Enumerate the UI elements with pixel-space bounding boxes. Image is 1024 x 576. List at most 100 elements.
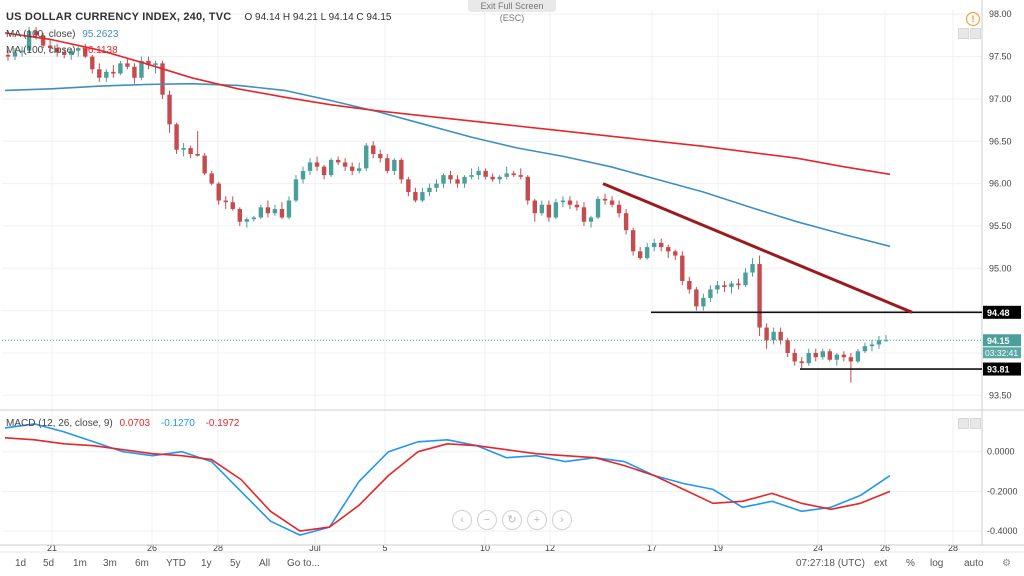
time-axis-label-3: Jul: [309, 543, 321, 553]
macd-pane-down-icon[interactable]: [970, 418, 981, 429]
downtrend-line: [602, 182, 913, 314]
candle-body: [300, 170, 306, 180]
timeframe-5y[interactable]: 5y: [230, 558, 241, 569]
candle-body: [335, 159, 341, 163]
candle-body: [666, 247, 671, 252]
exit-fullscreen-button[interactable]: Exit Full Screen (ESC): [468, 0, 556, 23]
utc-clock[interactable]: 07:27:18 (UTC): [796, 558, 865, 569]
candle-body: [118, 63, 123, 74]
auto-toggle[interactable]: auto: [964, 558, 984, 569]
candle-body: [40, 35, 46, 46]
scroll-left-icon[interactable]: ‹: [452, 510, 472, 530]
candle-body: [623, 213, 629, 231]
legend-macd-name: MACD (12, 26, close, 9): [6, 418, 113, 429]
time-axis-label-10: 26: [880, 543, 890, 553]
level-low-label: 93.81: [987, 365, 1010, 375]
candle-body: [637, 251, 643, 259]
log-toggle[interactable]: log: [930, 558, 944, 569]
candle-body: [511, 173, 516, 176]
macd-pane-up-icon[interactable]: [958, 418, 969, 429]
candle-body: [146, 60, 151, 66]
reset-chart-icon[interactable]: ↻: [502, 510, 522, 530]
ma-red-line: [4, 32, 891, 176]
price-axis-label-6: 95.00: [989, 263, 1012, 273]
candle-body: [673, 251, 678, 256]
countdown-label: 03:32:41: [985, 348, 1018, 358]
candle-body: [588, 217, 594, 222]
candle-body: [132, 66, 137, 78]
candle-body: [504, 173, 509, 177]
candle-body: [764, 327, 769, 341]
candle-body: [188, 148, 193, 154]
candle-body: [862, 346, 868, 352]
legend-macd-hist: 0.0703: [119, 418, 151, 429]
alert-icon[interactable]: !: [966, 12, 980, 26]
candle-body: [12, 52, 18, 57]
legend-macd-value: -0.1270: [160, 418, 195, 429]
zoom-out-icon[interactable]: −: [477, 510, 497, 530]
macd-axis-label-2: -0.4000: [987, 526, 1018, 536]
candle-body: [848, 357, 854, 362]
ohlc-readout: O 94.14 H 94.21 L 94.14 C 94.15: [244, 12, 392, 23]
candle-body: [357, 168, 362, 171]
pane-down-icon[interactable]: [970, 28, 981, 39]
candle-body: [230, 202, 235, 209]
timeframe-ytd[interactable]: YTD: [166, 558, 186, 569]
candle-body: [813, 352, 818, 358]
candle-body: [174, 124, 179, 150]
candle-body: [553, 202, 559, 218]
candle-body: [560, 200, 566, 203]
candle-body: [715, 285, 720, 290]
percent-toggle[interactable]: %: [906, 558, 915, 569]
candle-body: [258, 207, 264, 218]
settings-gear-icon[interactable]: ⚙: [1002, 558, 1011, 569]
candle-body: [743, 272, 748, 286]
candle-body: [314, 162, 320, 167]
candle-body: [392, 159, 397, 171]
candle-body: [729, 283, 734, 287]
candle-body: [567, 200, 573, 205]
candle-body: [757, 264, 762, 328]
candle-body: [223, 200, 228, 203]
time-axis-label-11: 28: [948, 543, 958, 553]
timeframe-3m[interactable]: 3m: [103, 558, 117, 569]
timeframe-1d[interactable]: 1d: [15, 558, 27, 569]
level-low-label-bg: [983, 362, 1021, 376]
candle-body: [462, 176, 467, 184]
candle-body: [61, 52, 67, 55]
candle-body: [286, 200, 292, 218]
time-axis-label-4: 5: [382, 543, 387, 553]
candle-body: [644, 247, 650, 259]
ext-toggle[interactable]: ext: [874, 558, 888, 569]
candle-body: [876, 340, 882, 345]
candle-body: [111, 71, 116, 74]
candle-body: [448, 175, 453, 180]
legend-ma-red[interactable]: MA (100, close) 96.1138: [6, 45, 126, 56]
candle-body: [399, 159, 404, 180]
candle-body: [434, 183, 439, 188]
candle-body: [616, 204, 622, 214]
pane-up-icon[interactable]: [958, 28, 969, 39]
candle-body: [420, 192, 425, 201]
symbol-title[interactable]: US DOLLAR CURRENCY INDEX, 240, TVC: [6, 11, 232, 23]
timeframe-5d[interactable]: 5d: [43, 558, 55, 569]
candle-body: [497, 176, 502, 180]
timeframe-1m[interactable]: 1m: [73, 558, 87, 569]
legend-macd[interactable]: MACD (12, 26, close, 9) 0.0703 -0.1270 -…: [6, 418, 248, 429]
candle-body: [806, 352, 811, 364]
timeframe-1y[interactable]: 1y: [201, 558, 212, 569]
goto-date-button[interactable]: Go to...: [287, 558, 320, 569]
candle-body: [139, 60, 144, 78]
time-axis-label-6: 12: [545, 543, 555, 553]
candle-body: [441, 175, 446, 184]
ma-blue-line: [4, 82, 891, 248]
timeframe-all[interactable]: All: [259, 558, 271, 569]
zoom-in-icon[interactable]: +: [527, 510, 547, 530]
candle-body: [33, 31, 39, 36]
scroll-right-icon[interactable]: ›: [552, 510, 572, 530]
candle-body: [532, 200, 537, 214]
timeframe-6m[interactable]: 6m: [135, 558, 149, 569]
legend-ma-blue-value: 95.2623: [82, 29, 119, 40]
legend-ma-blue[interactable]: MA (100, close) 95.2623: [6, 29, 126, 40]
